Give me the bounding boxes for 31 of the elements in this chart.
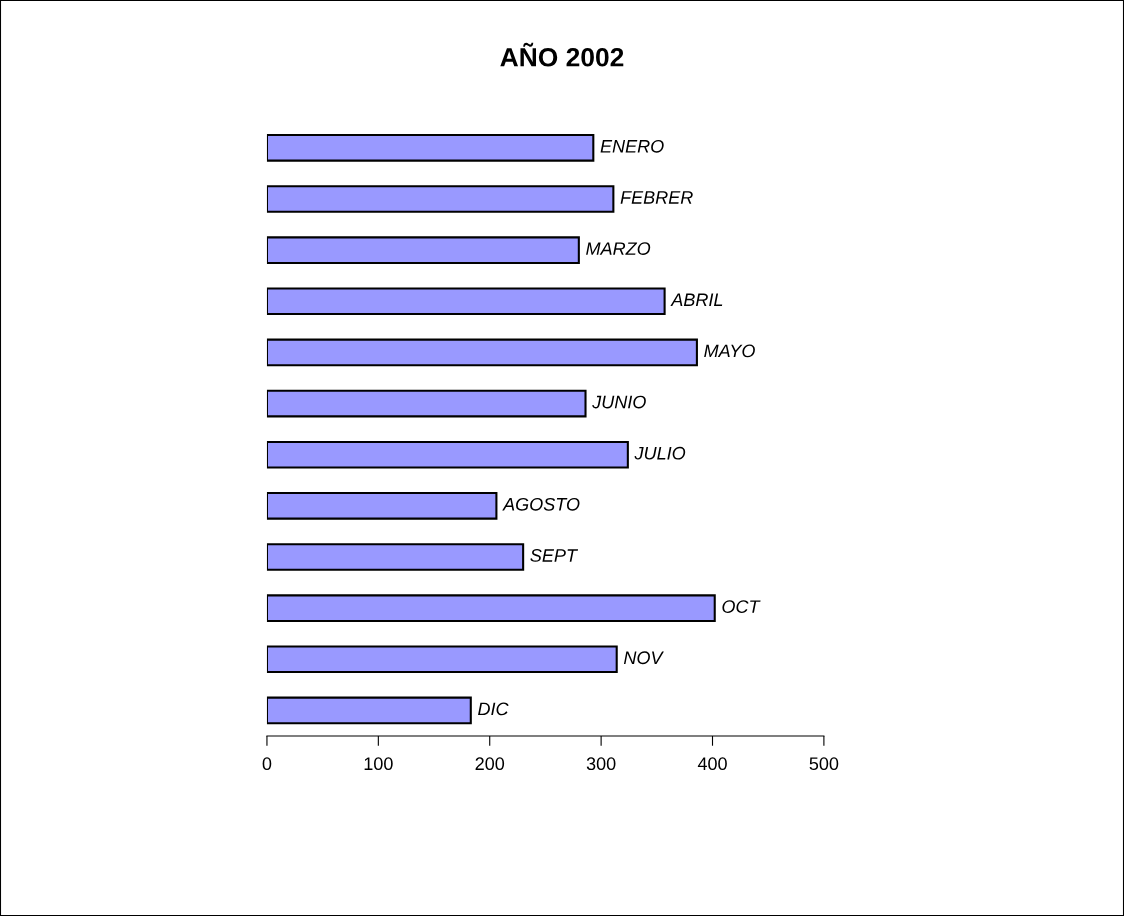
bar bbox=[266, 440, 629, 469]
y-tick-label: MARZO bbox=[586, 242, 651, 255]
y-tick-label: OCT bbox=[722, 600, 761, 613]
bar bbox=[266, 389, 587, 418]
bar bbox=[266, 645, 618, 674]
x-tick-label: 200 bbox=[475, 757, 505, 771]
bar bbox=[266, 134, 595, 162]
y-tick-label: MAYO bbox=[704, 344, 755, 358]
x-tick-label: 300 bbox=[586, 757, 616, 771]
y-tick-label: SEPT bbox=[530, 549, 579, 562]
bar bbox=[266, 338, 698, 367]
x-tick-label: 100 bbox=[364, 757, 393, 771]
chart-title: AÑO 2002 bbox=[500, 42, 624, 67]
x-tick-label: 0 bbox=[262, 757, 272, 771]
y-tick-label: JULIO bbox=[634, 446, 686, 460]
x-tick-label: 500 bbox=[809, 757, 839, 771]
y-tick-label: DIC bbox=[478, 702, 509, 716]
y-tick-label: ENERO bbox=[600, 139, 664, 153]
y-tick-label: FEBRER bbox=[620, 191, 693, 204]
y-tick-label: NOV bbox=[623, 651, 664, 665]
x-tick-label: 400 bbox=[697, 757, 727, 771]
bar bbox=[266, 543, 525, 571]
bar bbox=[266, 594, 716, 622]
y-tick-label: AGOSTO bbox=[502, 497, 580, 511]
bar bbox=[266, 696, 472, 725]
bar bbox=[266, 492, 498, 520]
y-tick-label: ABRIL bbox=[670, 293, 723, 306]
bar bbox=[266, 287, 666, 316]
bar bbox=[266, 236, 580, 264]
y-tick-label: JUNIO bbox=[592, 395, 646, 409]
bar bbox=[266, 185, 615, 213]
